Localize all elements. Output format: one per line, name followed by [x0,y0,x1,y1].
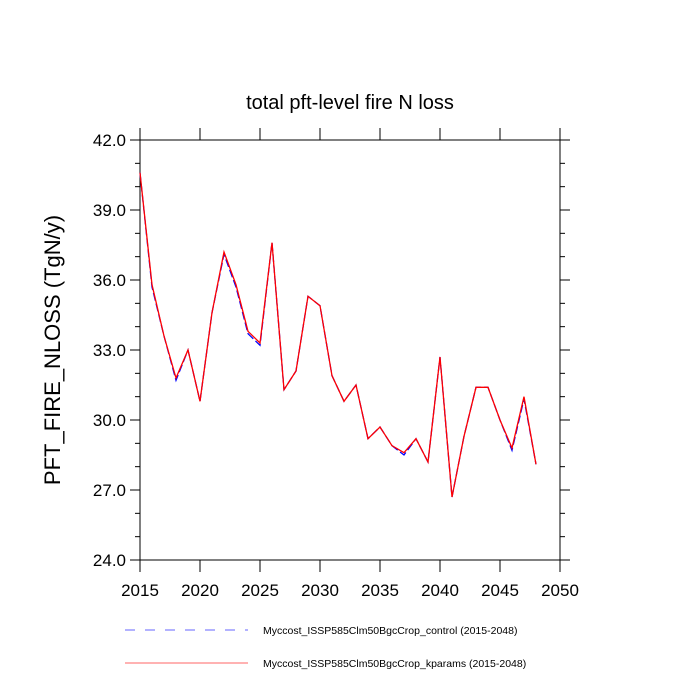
x-tick-label: 2045 [481,581,519,600]
series-line-1 [139,172,537,498]
y-tick-label: 24.0 [93,551,126,570]
x-tick-label: 2050 [541,581,579,600]
y-tick-label: 27.0 [93,481,126,500]
y-tick-label: 36.0 [93,271,126,290]
x-tick-label: 2035 [361,581,399,600]
legend-label-0: Myccost_ISSP585Clm50BgcCrop_control (201… [263,625,517,637]
x-tick-label: 2015 [121,581,159,600]
y-tick-label: 42.0 [93,131,126,150]
x-tick-label: 2020 [181,581,219,600]
legend-label-1: Myccost_ISSP585Clm50BgcCrop_kparams (201… [263,658,526,670]
y-tick-label: 30.0 [93,411,126,430]
plot-frame [139,139,561,561]
chart-title: total pft-level fire N loss [246,92,454,114]
x-tick-label: 2040 [421,581,459,600]
y-axis-label: PFT_FIRE_NLOSS (TgN/y) [40,215,65,485]
series-line-0 [139,172,537,498]
x-tick-label: 2025 [241,581,279,600]
y-tick-label: 33.0 [93,341,126,360]
y-tick-label: 39.0 [93,201,126,220]
x-tick-label: 2030 [301,581,339,600]
